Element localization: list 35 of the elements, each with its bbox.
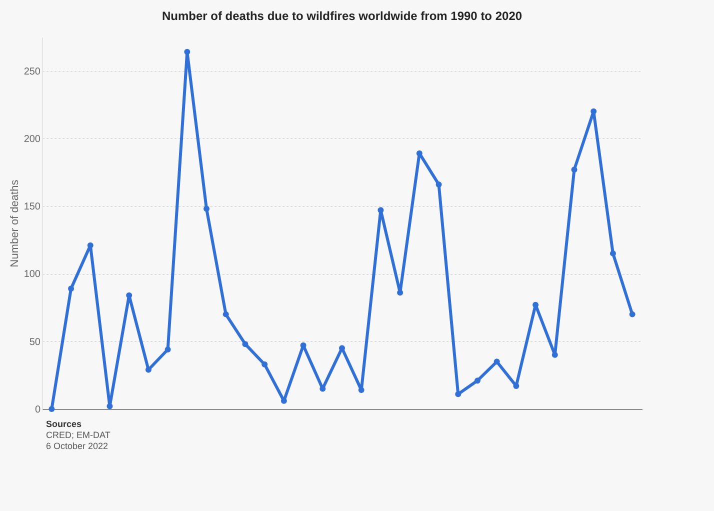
point <box>436 181 442 188</box>
point <box>610 250 616 256</box>
point <box>590 108 597 114</box>
point <box>48 406 55 412</box>
point <box>87 242 94 248</box>
y-tick-label: 250 <box>24 66 41 78</box>
point <box>222 311 229 318</box>
point <box>455 391 462 398</box>
y-tick-label: 0 <box>34 404 41 416</box>
y-axis-title: Number of deaths <box>8 179 21 268</box>
point <box>184 48 190 55</box>
point <box>474 378 480 384</box>
y-tick-label: 200 <box>24 134 41 145</box>
point <box>262 361 268 368</box>
point <box>358 387 364 394</box>
point <box>164 346 171 352</box>
point <box>145 366 152 373</box>
point <box>397 290 404 296</box>
y-tick-label: 100 <box>24 269 41 280</box>
point <box>513 383 520 389</box>
point <box>416 150 422 156</box>
point <box>126 292 132 298</box>
point <box>629 311 636 318</box>
text: Sources <box>46 419 83 430</box>
point <box>204 206 210 212</box>
y-tick-label: 150 <box>24 202 41 213</box>
point <box>494 358 500 365</box>
point <box>242 341 248 348</box>
point <box>571 166 578 173</box>
y-tick-label: 50 <box>29 336 41 348</box>
text: 6 October 2022 <box>46 441 110 452</box>
point <box>68 286 74 292</box>
text: CRED; EM-DAT <box>46 430 112 441</box>
point <box>106 403 113 410</box>
chart-title: Number of deaths due to wildfires worldwide from 1990 to 2020 <box>162 9 522 23</box>
